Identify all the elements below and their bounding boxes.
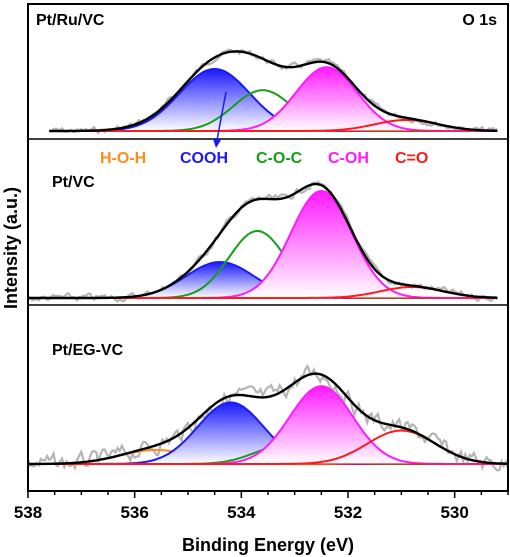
annotation-o1s: O 1s [462,12,497,29]
envelope-2 [28,372,509,466]
legend-coc: C-O-C [256,150,303,167]
legend-hoh: H-O-H [100,150,146,167]
legend: H-O-H COOH C-O-C C-OH C=O [100,150,428,167]
panel-label-ptruvc: Pt/Ru/VC [36,12,105,29]
panel-label-ptvc: Pt/VC [52,174,95,191]
envelope-1 [28,182,498,300]
envelope-0 [49,50,498,133]
x-axis-title: Binding Energy (eV) [182,535,354,555]
x-tick-label: 538 [14,503,42,522]
component-fill-coh-2 [28,386,508,464]
legend-cooh: COOH [180,150,228,167]
x-tick-label: 530 [440,503,468,522]
component-coh-1 [28,190,498,299]
x-tick-label: 534 [227,503,256,522]
y-axis-title: Intensity (a.u.) [1,187,21,309]
cooh-pointer-arrow [213,91,227,148]
plot-frame [27,3,509,492]
x-tick-label: 536 [120,503,148,522]
legend-co: C=O [395,150,428,167]
panel-1 [27,179,499,304]
panel-2 [26,363,510,472]
panel-0 [49,48,498,135]
panel-label-ptegvc: Pt/EG-VC [52,342,124,359]
x-tick-label: 532 [334,503,362,522]
legend-coh: C-OH [328,150,369,167]
component-fill-cooh-0 [49,69,498,131]
component-fill-cooh-2 [28,402,508,464]
